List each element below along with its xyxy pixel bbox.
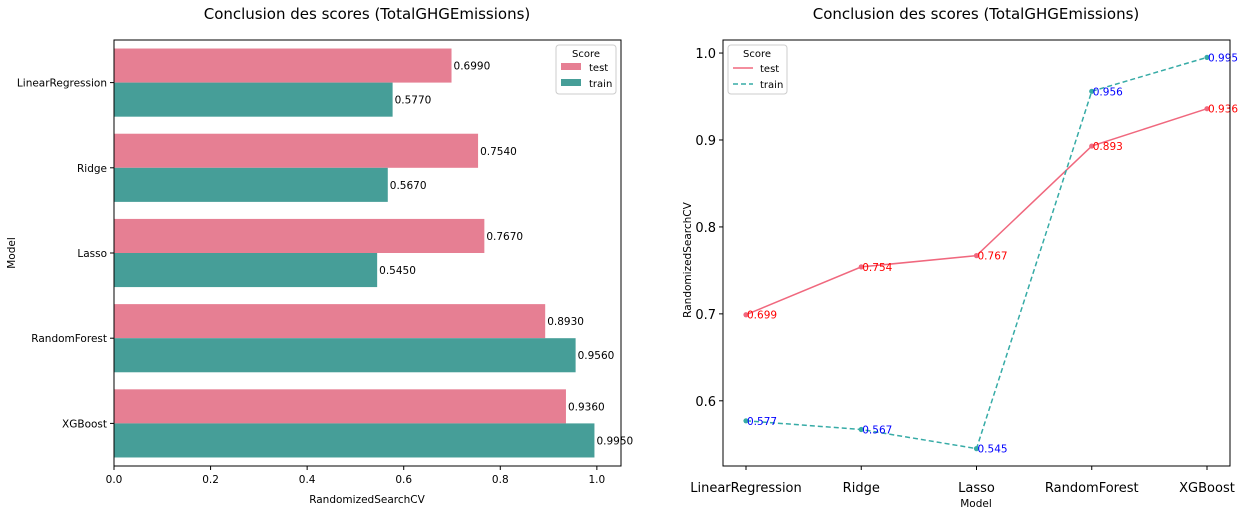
line-y-axis-label: RandomizedSearchCV <box>682 201 694 317</box>
line-legend-label-train: train <box>760 80 783 91</box>
line-point-train <box>858 426 864 433</box>
line-x-tick-label: RandomForest <box>1045 481 1139 496</box>
bar-test <box>114 304 546 339</box>
line-point-test <box>1204 106 1210 112</box>
line-y-tick-label: 0.7 <box>695 308 716 323</box>
line-series-test <box>745 107 1208 316</box>
line-value-label-test: 0.893 <box>1093 141 1123 153</box>
bar-legend-title: Score <box>572 49 600 60</box>
line-y-axis-ticks: 0.6 0.7 0.8 0.9 1.0 <box>695 47 723 410</box>
bar-y-tick-label: LinearRegression <box>17 78 107 90</box>
bar-value-label-test: 0.7670 <box>486 231 523 243</box>
line-point-train <box>973 446 980 452</box>
bar-chart-title: Conclusion des scores (TotalGHGEmissions… <box>204 5 531 23</box>
line-chart: Conclusion des scores (TotalGHGEmissions… <box>682 5 1238 510</box>
bar-y-tick-label: RandomForest <box>31 333 107 345</box>
bar-x-tick-label: 0.8 <box>492 474 509 486</box>
line-value-label-test: 0.754 <box>862 262 892 274</box>
bar-y-tick-label: XGBoost <box>62 418 107 430</box>
bar-legend-label-test: test <box>589 63 608 74</box>
bar-marks: 0.6990 0.5770 0.7540 0.5670 0.7670 0.5450 0.89… <box>114 48 633 458</box>
bar-legend: Score test train <box>555 44 617 95</box>
bar-x-tick-label: 0.4 <box>299 474 316 486</box>
line-legend-box <box>727 44 788 95</box>
bar-value-label-train: 0.5670 <box>390 180 427 192</box>
line-point-test <box>858 264 864 270</box>
line-y-tick-label: 0.9 <box>695 134 716 149</box>
line-x-axis-ticks: LinearRegression Ridge Lasso RandomForest XG… <box>690 466 1235 496</box>
line-plot-frame <box>722 39 1231 467</box>
bar-y-axis-label: Model <box>6 237 18 269</box>
line-x-tick-label: Lasso <box>958 481 995 496</box>
line-value-label-train: 0.577 <box>747 416 777 428</box>
bar-train <box>114 423 595 458</box>
line-point-test <box>973 253 980 259</box>
bar-value-label-test: 0.7540 <box>480 146 517 158</box>
line-legend-label-test: test <box>760 64 779 75</box>
line-point-test <box>743 312 749 318</box>
line-value-label-train: 0.567 <box>862 424 892 436</box>
line-value-label-test: 0.699 <box>747 310 777 322</box>
line-y-tick-label: 0.6 <box>695 395 716 410</box>
bar-value-label-train: 0.5450 <box>379 265 416 277</box>
bar-test <box>114 133 479 168</box>
bar-legend-swatch-train <box>561 79 581 86</box>
bar-train <box>114 253 378 288</box>
line-value-label-train: 0.956 <box>1093 86 1123 98</box>
bar-value-label-test: 0.6990 <box>454 61 491 73</box>
line-point-train <box>1204 54 1210 60</box>
line-x-tick-label: XGBoost <box>1179 481 1235 496</box>
bar-test <box>114 218 485 253</box>
line-x-tick-label: LinearRegression <box>690 481 802 496</box>
bar-x-tick-label: 0.0 <box>106 474 123 486</box>
line-point-train <box>743 418 749 424</box>
bar-train <box>114 82 393 117</box>
line-value-label-test: 0.767 <box>978 251 1008 263</box>
bar-test <box>114 389 566 424</box>
line-series-train <box>745 56 1208 450</box>
line-value-label-train: 0.545 <box>978 444 1008 456</box>
bar-train <box>114 338 576 373</box>
line-x-tick-label: Ridge <box>843 481 880 496</box>
bar-x-axis-ticks: 0.0 0.2 0.4 0.6 0.8 1.0 <box>106 466 606 486</box>
bar-x-tick-label: 1.0 <box>589 474 606 486</box>
line-value-label-train: 0.995 <box>1208 52 1238 64</box>
line-y-tick-label: 0.8 <box>695 221 716 236</box>
bar-test <box>114 48 452 83</box>
bar-value-label-train: 0.9560 <box>578 350 615 362</box>
bar-x-tick-label: 0.6 <box>395 474 412 486</box>
line-point-test <box>1089 143 1095 149</box>
line-legend-title: Score <box>743 49 771 60</box>
bar-y-tick-label: Lasso <box>77 248 107 260</box>
line-chart-title: Conclusion des scores (TotalGHGEmissions… <box>813 5 1140 23</box>
bar-x-tick-label: 0.2 <box>202 474 219 486</box>
bar-y-axis-ticks: LinearRegression Ridge Lasso RandomForest XG… <box>17 78 114 430</box>
line-point-train <box>1089 88 1095 94</box>
bar-value-label-train: 0.5770 <box>395 95 432 107</box>
line-x-axis-label: Model <box>960 498 992 510</box>
line-value-label-test: 0.936 <box>1208 104 1238 116</box>
bar-legend-swatch-test <box>561 63 581 70</box>
bar-value-label-train: 0.9950 <box>596 435 633 447</box>
bar-train <box>114 167 388 202</box>
line-legend: Score test train <box>727 44 788 95</box>
line-y-tick-label: 1.0 <box>695 47 716 62</box>
bar-value-label-test: 0.8930 <box>547 316 584 328</box>
bar-y-tick-label: Ridge <box>77 163 107 175</box>
line-marks: 0.699 0.754 0.767 0.893 0.936 0.577 0.567 0.545… <box>743 52 1238 456</box>
bar-legend-label-train: train <box>589 79 612 90</box>
bar-value-label-test: 0.9360 <box>568 401 605 413</box>
bar-chart: Conclusion des scores (TotalGHGEmissions… <box>6 5 633 506</box>
bar-x-axis-label: RandomizedSearchCV <box>309 494 425 506</box>
